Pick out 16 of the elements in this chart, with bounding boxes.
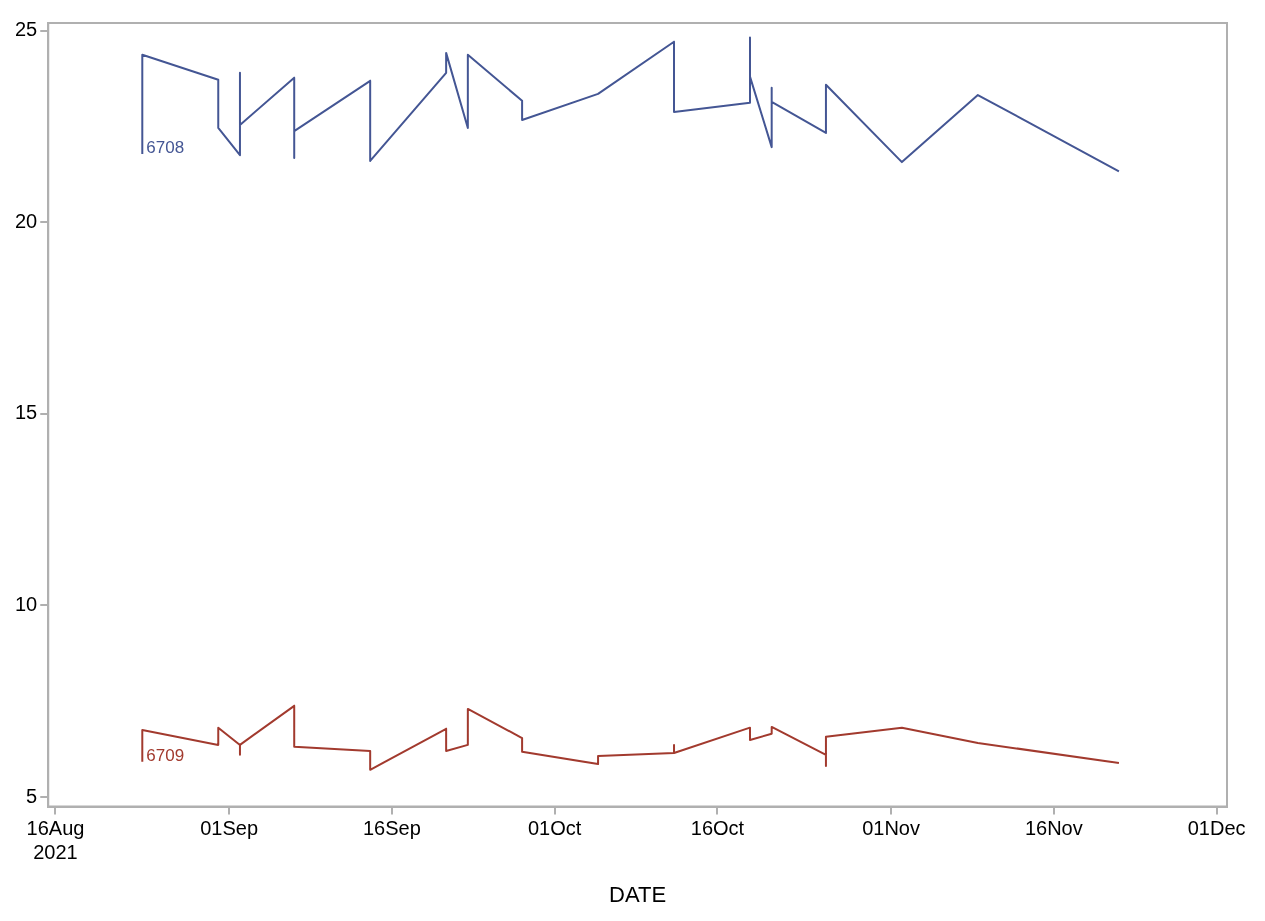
y-tick-label: 5: [26, 784, 38, 807]
x-tick-label: 16Aug 2021: [26, 817, 85, 864]
x-tick-label: 16Nov: [1024, 817, 1083, 840]
y-tick-label: 25: [15, 18, 38, 41]
x-tick-label: 01Sep: [200, 817, 259, 840]
x-tick-label: 16Oct: [690, 817, 745, 840]
x-tick-label: 01Oct: [527, 817, 582, 840]
series-label: 6708: [146, 138, 185, 158]
x-tick-label: 16Sep: [362, 817, 421, 840]
y-tick-label: 20: [15, 209, 38, 232]
y-tick-label: 10: [15, 592, 38, 615]
x-tick-label: 01Dec: [1187, 817, 1246, 840]
x-tick-label: 01Nov: [862, 817, 920, 840]
y-tick-label: 15: [15, 401, 38, 424]
x-axis-title: DATE: [609, 881, 667, 907]
series-label: 6709: [146, 745, 185, 765]
